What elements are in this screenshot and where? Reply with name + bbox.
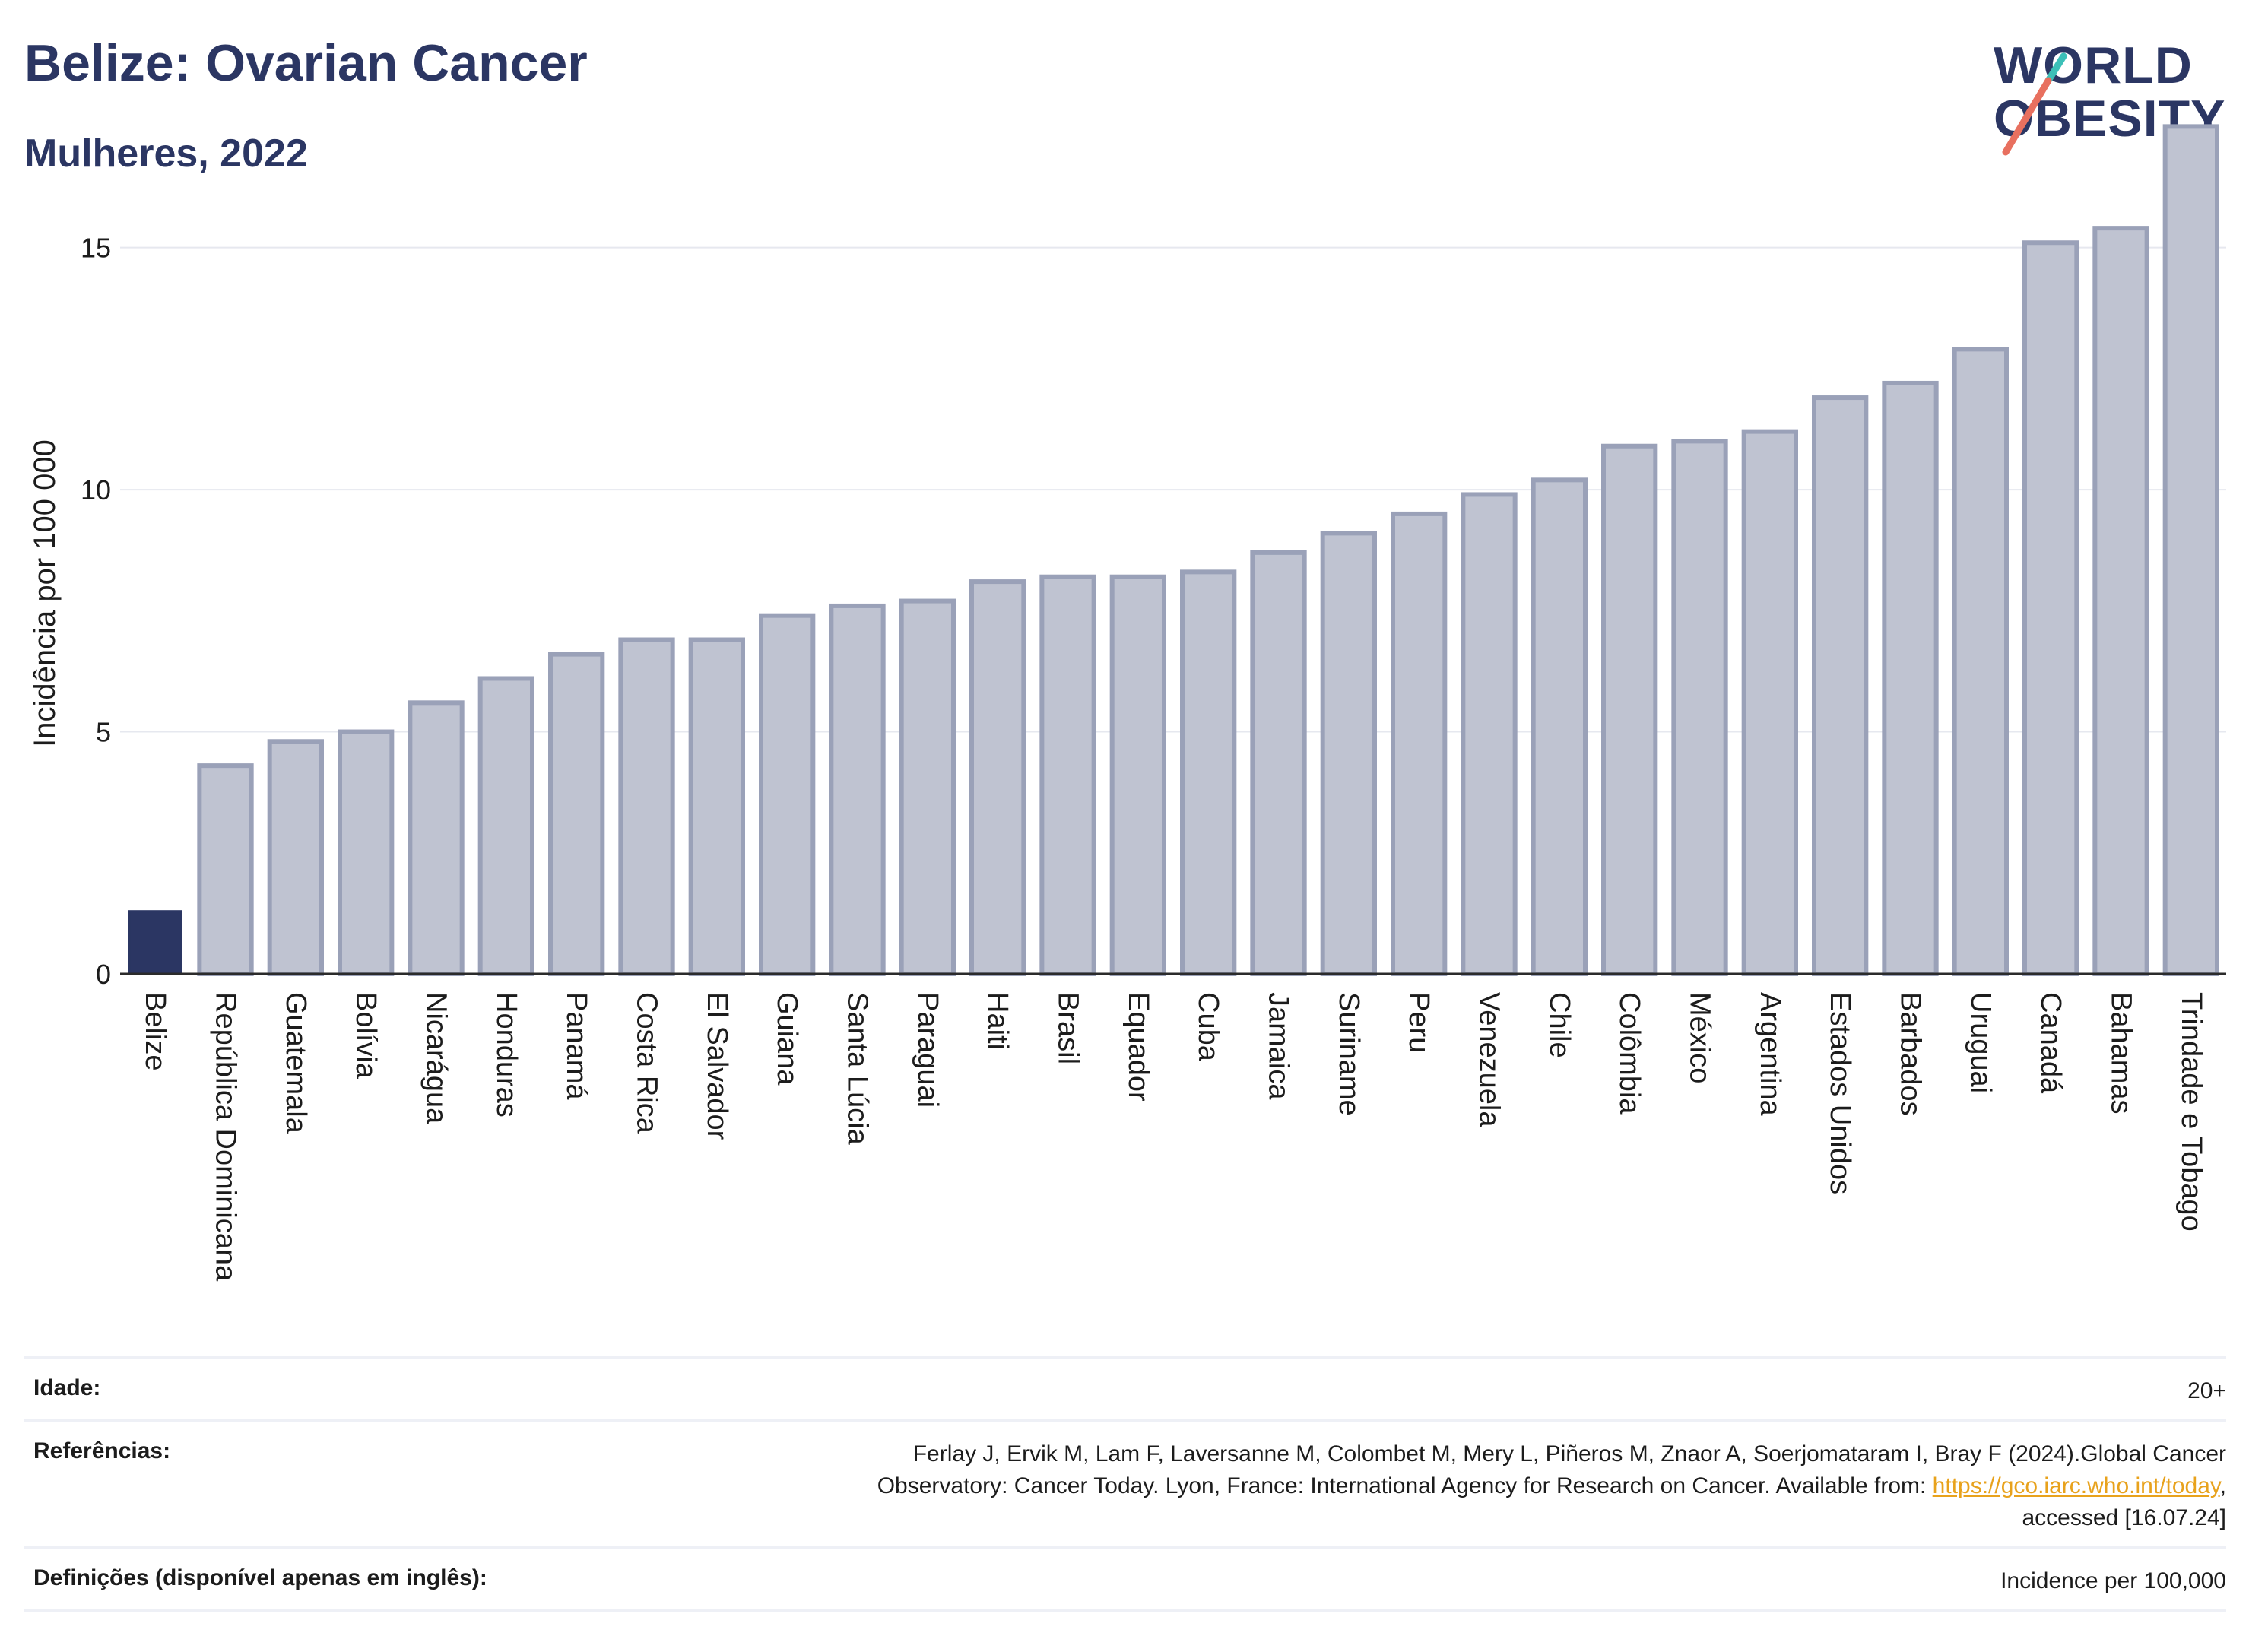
- bar-canadá: [2022, 240, 2079, 976]
- x-tick-label: República Dominicana: [210, 992, 242, 1282]
- definitions-label: Definições (disponível apenas em inglês)…: [33, 1565, 487, 1590]
- y-tick-label: 10: [81, 474, 111, 506]
- bar-jamaica: [1250, 550, 1307, 976]
- x-tick-label: Uruguai: [1965, 992, 1997, 1093]
- x-tick-label: Canadá: [2035, 992, 2067, 1094]
- bar-nicarágua: [408, 700, 465, 976]
- footer-row-age: Idade: 20+: [24, 1356, 2226, 1419]
- x-tick-label: Trindade e Tobago: [2175, 992, 2207, 1232]
- bar-el-salvador: [688, 637, 745, 976]
- y-tick-label: 5: [96, 717, 111, 748]
- x-tick-label: Chile: [1543, 992, 1575, 1058]
- references-accessed: accessed [16.07.24]: [2022, 1505, 2226, 1530]
- x-tick-label: Panamá: [560, 992, 592, 1100]
- bar-guatemala: [267, 739, 324, 976]
- bar-bolívia: [338, 729, 395, 977]
- bar-chile: [1531, 477, 1588, 976]
- y-axis-label: Incidência por 100 000: [28, 439, 62, 747]
- bar-cuba: [1180, 569, 1237, 976]
- x-tick-label: Guatemala: [280, 992, 312, 1134]
- bar-panamá: [548, 652, 605, 976]
- x-tick-label: Bahamas: [2105, 992, 2137, 1115]
- bar-méxico: [1671, 439, 1728, 976]
- x-tick-label: Belize: [139, 992, 171, 1071]
- x-tick-label: Cuba: [1192, 992, 1224, 1062]
- bar-argentina: [1741, 429, 1798, 976]
- x-tick-label: Estados Unidos: [1824, 992, 1856, 1194]
- bar-colômbia: [1601, 443, 1658, 976]
- bar-uruguai: [1952, 347, 2009, 976]
- bar-equador: [1109, 574, 1166, 976]
- logo-line-world: WORLD: [1994, 36, 2193, 94]
- bar-haiti: [969, 579, 1026, 976]
- x-tick-label: Costa Rica: [631, 992, 663, 1134]
- bar-república-dominicana: [197, 763, 254, 976]
- references-comma: ,: [2219, 1473, 2226, 1498]
- bar-brasil: [1039, 574, 1096, 976]
- bar-bahamas: [2092, 226, 2149, 976]
- bar-chart: 0 5 10 15 Incidência por 100 000 Belize Repúbl…: [28, 124, 2226, 1282]
- bar-barbados: [1882, 380, 1939, 976]
- x-tick-label: Venezuela: [1473, 992, 1505, 1127]
- x-tick-label: Santa Lúcia: [842, 992, 874, 1146]
- footer-row-definitions: Definições (disponível apenas em inglês)…: [24, 1546, 2226, 1612]
- bar-paraguai: [899, 598, 956, 976]
- x-tick-label: Suriname: [1333, 992, 1365, 1116]
- age-label: Idade:: [33, 1375, 101, 1400]
- chart-subtitle: Mulheres, 2022: [24, 132, 308, 176]
- bar-honduras: [477, 676, 534, 977]
- logo-slash-icon: [2002, 52, 2067, 156]
- bar-belize: [128, 910, 182, 975]
- y-tick-label: 0: [96, 959, 111, 990]
- references-link[interactable]: https://gco.iarc.who.int/today: [1932, 1473, 2220, 1498]
- y-tick-label: 15: [81, 233, 111, 264]
- definitions-value: Incidence per 100,000: [2000, 1568, 2226, 1593]
- bar-peru: [1391, 511, 1448, 976]
- references-line-2: Observatory: Cancer Today. Lyon, France:…: [877, 1473, 1933, 1498]
- bar-suriname: [1320, 531, 1377, 976]
- footer-row-references: Referências: Ferlay J, Ervik M, Lam F, L…: [24, 1419, 2226, 1546]
- x-tick-label: Guiana: [771, 992, 803, 1086]
- bar-trindade-e-tobago: [2162, 124, 2219, 977]
- x-tick-label: Jamaica: [1263, 992, 1295, 1100]
- bar-venezuela: [1461, 492, 1518, 976]
- bar-estados-unidos: [1812, 395, 1869, 976]
- references-line-1: Ferlay J, Ervik M, Lam F, Laversanne M, …: [912, 1441, 2226, 1467]
- x-tick-label: Barbados: [1895, 992, 1927, 1116]
- chart-title: Belize: Ovarian Cancer: [24, 34, 588, 92]
- x-tick-label: México: [1684, 992, 1716, 1083]
- x-tick-label: Equador: [1122, 992, 1154, 1102]
- x-tick-label: Peru: [1403, 992, 1435, 1053]
- x-tick-label: Haiti: [982, 992, 1013, 1050]
- footer-table: Idade: 20+ Referências: Ferlay J, Ervik …: [24, 1356, 2226, 1612]
- x-tick-label: Honduras: [490, 992, 522, 1118]
- bar-guiana: [759, 613, 816, 977]
- bar-costa-rica: [618, 637, 675, 976]
- x-tick-label: Argentina: [1754, 992, 1786, 1117]
- x-tick-label: Colômbia: [1613, 992, 1645, 1115]
- x-tick-label: El Salvador: [701, 992, 733, 1140]
- references-label: Referências:: [33, 1438, 171, 1463]
- age-value: 20+: [2187, 1378, 2226, 1403]
- x-tick-label: Paraguai: [912, 992, 944, 1108]
- bar-santa-lúcia: [829, 603, 886, 976]
- x-tick-label: Bolívia: [350, 992, 382, 1080]
- x-tick-label: Brasil: [1052, 992, 1084, 1064]
- references-text: Ferlay J, Ervik M, Lam F, Laversanne M, …: [877, 1438, 2226, 1534]
- x-tick-label: Nicarágua: [420, 992, 452, 1124]
